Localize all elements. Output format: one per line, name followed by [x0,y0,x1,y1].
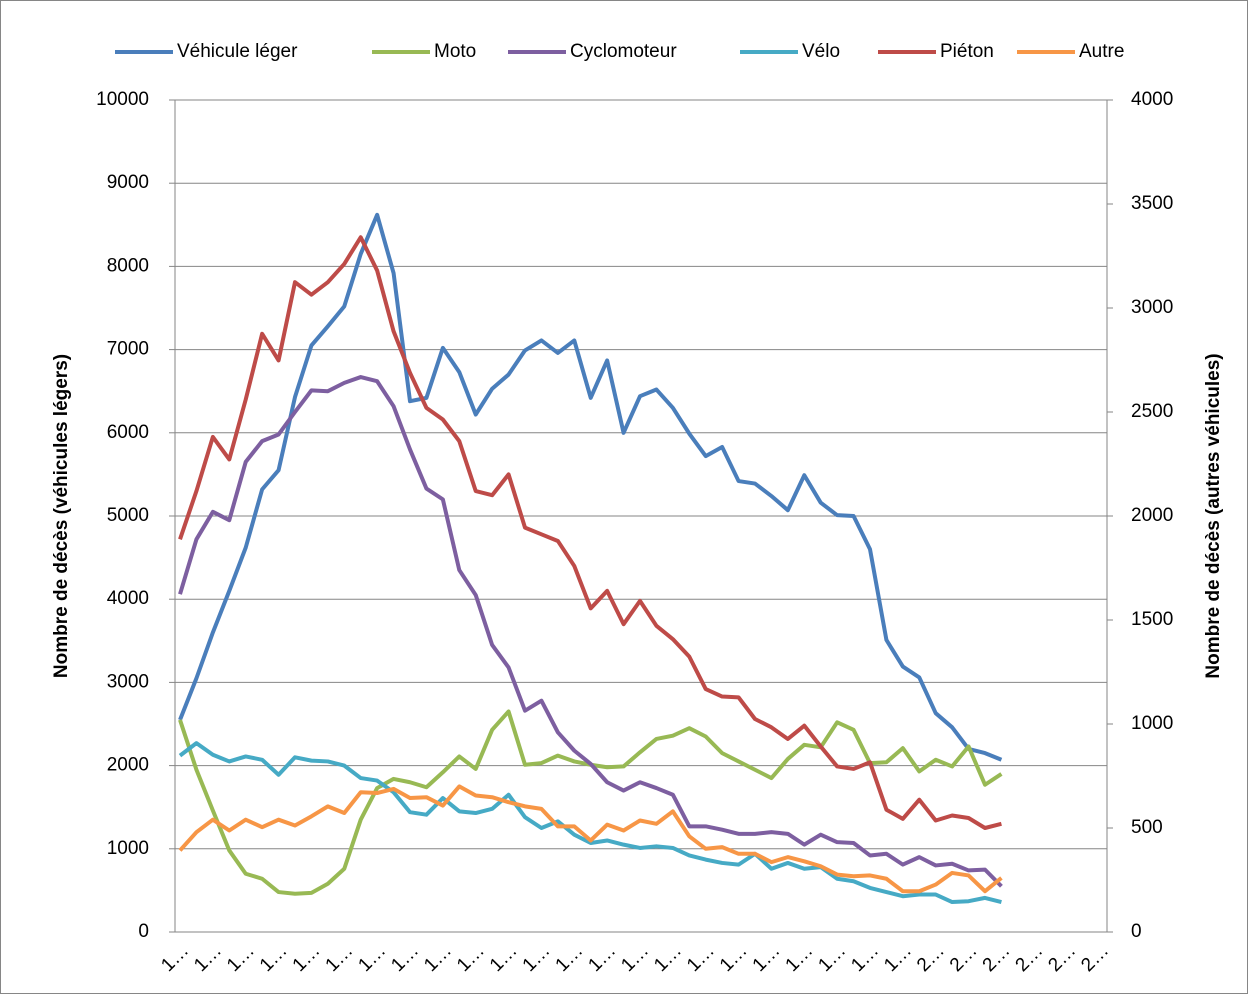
y2-tick-label: 3000 [1131,297,1173,318]
y2-tick-label: 1500 [1131,609,1173,630]
legend-label: Véhicule léger [177,41,298,62]
y2-tick-label: 2500 [1131,401,1173,422]
legend-label: Vélo [802,41,840,62]
series-line [178,741,1002,905]
y-tick-label: 0 [138,921,149,942]
y-tick-label: 8000 [107,255,149,276]
y-tick-label: 7000 [107,339,149,360]
y2-tick-label: 1000 [1131,713,1173,734]
y2-tick-label: 2000 [1131,505,1173,526]
y-tick-label: 10000 [96,89,149,110]
series-line [178,784,1003,894]
y-tick-label: 9000 [107,172,149,193]
legend-label: Piéton [940,41,994,62]
y2-tick-label: 4000 [1131,89,1173,110]
y-axis-title: Nombre de décès (véhicules légers) [51,354,72,678]
series-line [178,235,1002,830]
y-tick-label: 4000 [107,588,149,609]
y2-axis-title: Nombre de décès (autres véhicules) [1203,353,1224,678]
series-line [178,375,1003,888]
legend-label: Autre [1079,41,1124,62]
y2-tick-label: 3500 [1131,193,1173,214]
y-tick-label: 3000 [107,671,149,692]
y2-tick-label: 0 [1131,921,1142,942]
y-tick-label: 5000 [107,505,149,526]
y2-tick-label: 500 [1131,817,1163,838]
legend-label: Moto [434,41,476,62]
legend-label: Cyclomoteur [570,41,677,62]
y-tick-label: 2000 [107,755,149,776]
y-tick-label: 1000 [107,838,149,859]
series-line [178,212,1003,762]
y-tick-label: 6000 [107,422,149,443]
